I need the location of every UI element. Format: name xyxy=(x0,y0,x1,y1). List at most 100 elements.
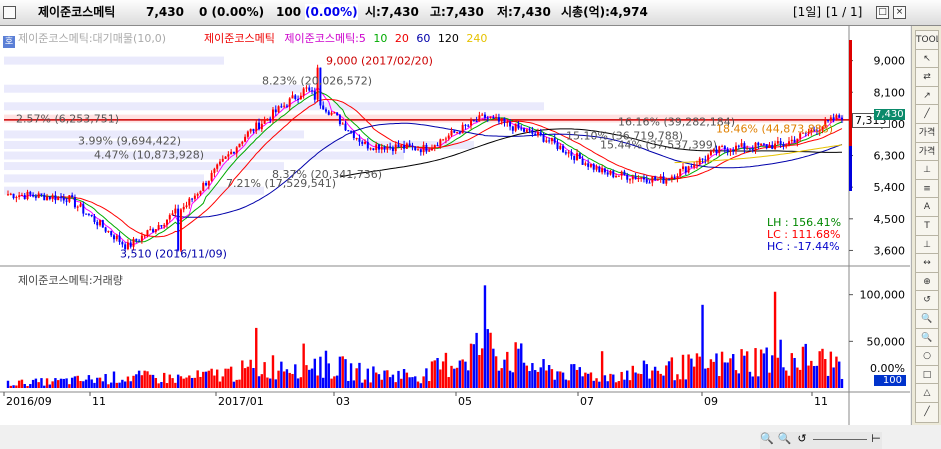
volume-bar xyxy=(330,378,333,388)
candle-body xyxy=(785,144,788,147)
supply-zone-label: 3.99% (9,694,422) xyxy=(78,135,181,148)
volume-bar xyxy=(469,343,473,388)
volume-bar xyxy=(174,382,177,388)
volume-bar xyxy=(15,385,18,388)
candle-body xyxy=(149,229,152,231)
restore-window-button[interactable]: □ xyxy=(876,6,889,19)
candle-body xyxy=(112,235,115,240)
volume-bar xyxy=(464,361,467,388)
candle-body xyxy=(442,139,445,141)
volume-bar xyxy=(751,376,754,388)
candle-body xyxy=(461,124,464,134)
ma-legend: 제이준코스메틱 제이준코스메틱:5 10 20 60 120 240 xyxy=(204,30,487,46)
volume-bar xyxy=(606,381,609,388)
volume-bar xyxy=(692,366,696,388)
supply-bar xyxy=(4,162,284,171)
candle-body xyxy=(76,206,79,208)
candle-body xyxy=(386,146,389,150)
supply-zone-label: 8.23% (20,026,572) xyxy=(262,75,372,88)
volume-bar xyxy=(545,370,548,388)
supply-bar xyxy=(4,84,304,93)
volume-bar xyxy=(740,349,743,388)
volume-bar xyxy=(603,375,607,388)
volume-bar xyxy=(221,376,224,388)
volume-bar xyxy=(294,364,297,388)
volume-bar xyxy=(17,380,21,388)
window-menu-icon[interactable] xyxy=(3,6,16,19)
candle-body xyxy=(397,144,400,148)
price-legend-name: 제이준코스메틱:대기매물(10,0) xyxy=(18,32,167,45)
candle-body xyxy=(174,208,177,214)
candle-body xyxy=(458,132,461,134)
candle-body xyxy=(620,171,623,176)
candle-body xyxy=(101,220,104,228)
toolbar-button[interactable]: ⇄ xyxy=(915,67,939,89)
hc-stat: HC : -17.44% xyxy=(767,240,840,253)
candle-body xyxy=(827,120,830,122)
volume-bar xyxy=(508,370,512,388)
candle-body xyxy=(135,238,138,241)
price-tick-label: 4,500 xyxy=(874,213,906,226)
candle-body xyxy=(553,138,556,143)
lc-stat: LC : 111.68% xyxy=(767,228,841,241)
volume-bar xyxy=(374,372,378,388)
candle-body xyxy=(754,142,757,150)
close-window-button[interactable]: × xyxy=(893,6,906,19)
supply-zone-label: 18.46% (44,873,888) xyxy=(716,122,833,135)
toolbar-button[interactable]: ⊥ xyxy=(915,160,939,182)
toolbar-button[interactable]: ╱ xyxy=(915,402,939,423)
chart-mode-icon[interactable]: 호 xyxy=(3,36,15,48)
candle-body xyxy=(464,124,467,126)
scroll-end-icon[interactable]: ⊢ xyxy=(871,432,881,445)
toolbar-button[interactable]: T xyxy=(915,216,939,237)
volume-bar xyxy=(595,378,598,388)
stock-chart[interactable]: 9,0008,1007,2006,3005,4004,5003,600100,0… xyxy=(0,26,910,425)
candle-body xyxy=(93,216,96,222)
candle-body xyxy=(832,117,835,121)
candle-body xyxy=(467,125,470,127)
volume-bar xyxy=(308,369,311,388)
volume-bar xyxy=(104,374,107,388)
candle-body xyxy=(400,144,403,148)
volume-bar xyxy=(355,368,358,388)
volume-bar xyxy=(288,372,291,388)
candle-body xyxy=(545,140,548,142)
volume-bar xyxy=(578,367,582,388)
supply-zone-label: 16.16% (39,282,184) xyxy=(618,115,735,128)
zoom-controls[interactable]: 🔍 🔍 ↺ ⊢ xyxy=(760,432,882,449)
volume-bar xyxy=(734,370,738,388)
volume-bar xyxy=(9,385,12,388)
volume-bar xyxy=(246,366,250,388)
volume-bar xyxy=(20,379,24,388)
zoom-in-icon[interactable]: 🔍 xyxy=(777,432,792,445)
volume-bar xyxy=(718,376,721,388)
chart-area[interactable]: 9,0008,1007,2006,3005,4004,5003,600100,0… xyxy=(0,26,910,449)
volume-bar xyxy=(249,359,252,388)
scroll-slider[interactable] xyxy=(812,438,867,440)
candle-body xyxy=(640,177,643,179)
volume-bar xyxy=(90,379,93,388)
candle-body xyxy=(807,131,810,134)
candle-body xyxy=(43,194,46,201)
reset-zoom-icon[interactable]: ↺ xyxy=(797,432,807,445)
candle-body xyxy=(679,169,682,177)
candle-body xyxy=(587,163,590,167)
volume-bar xyxy=(204,371,208,388)
candle-body xyxy=(283,105,286,107)
candle-body xyxy=(218,161,221,165)
candle-body xyxy=(336,112,339,116)
candle-body xyxy=(311,90,314,92)
toolbar-button[interactable]: 🔍 xyxy=(915,327,939,349)
candle-body xyxy=(841,117,843,120)
volume-bar xyxy=(801,346,805,388)
volume-bar xyxy=(70,377,74,388)
zoom-out-icon[interactable]: 🔍 xyxy=(760,432,774,445)
volume-bar xyxy=(344,359,347,388)
volume-bar xyxy=(361,382,364,388)
toolbar-button[interactable]: △ xyxy=(915,383,939,405)
volume-bar xyxy=(729,358,732,388)
price-tick-label: 3,600 xyxy=(874,244,906,257)
candle-body xyxy=(631,176,634,180)
volume-bar xyxy=(656,370,660,388)
candle-body xyxy=(771,144,774,149)
